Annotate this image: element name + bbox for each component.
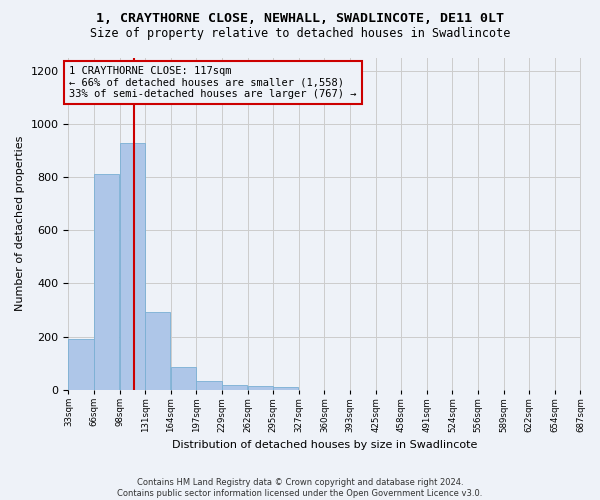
Y-axis label: Number of detached properties: Number of detached properties: [15, 136, 25, 312]
Bar: [196, 380, 221, 390]
Bar: [222, 384, 247, 390]
Text: Size of property relative to detached houses in Swadlincote: Size of property relative to detached ho…: [90, 28, 510, 40]
Bar: [94, 174, 119, 390]
Text: Contains HM Land Registry data © Crown copyright and database right 2024.
Contai: Contains HM Land Registry data © Crown c…: [118, 478, 482, 498]
Text: 1, CRAYTHORNE CLOSE, NEWHALL, SWADLINCOTE, DE11 0LT: 1, CRAYTHORNE CLOSE, NEWHALL, SWADLINCOT…: [96, 12, 504, 26]
Bar: [119, 142, 145, 390]
Bar: [171, 366, 196, 390]
Text: 1 CRAYTHORNE CLOSE: 117sqm
← 66% of detached houses are smaller (1,558)
33% of s: 1 CRAYTHORNE CLOSE: 117sqm ← 66% of deta…: [69, 66, 356, 99]
Bar: [145, 312, 170, 390]
Bar: [248, 386, 273, 390]
Bar: [68, 338, 94, 390]
X-axis label: Distribution of detached houses by size in Swadlincote: Distribution of detached houses by size …: [172, 440, 477, 450]
Bar: [273, 386, 298, 390]
